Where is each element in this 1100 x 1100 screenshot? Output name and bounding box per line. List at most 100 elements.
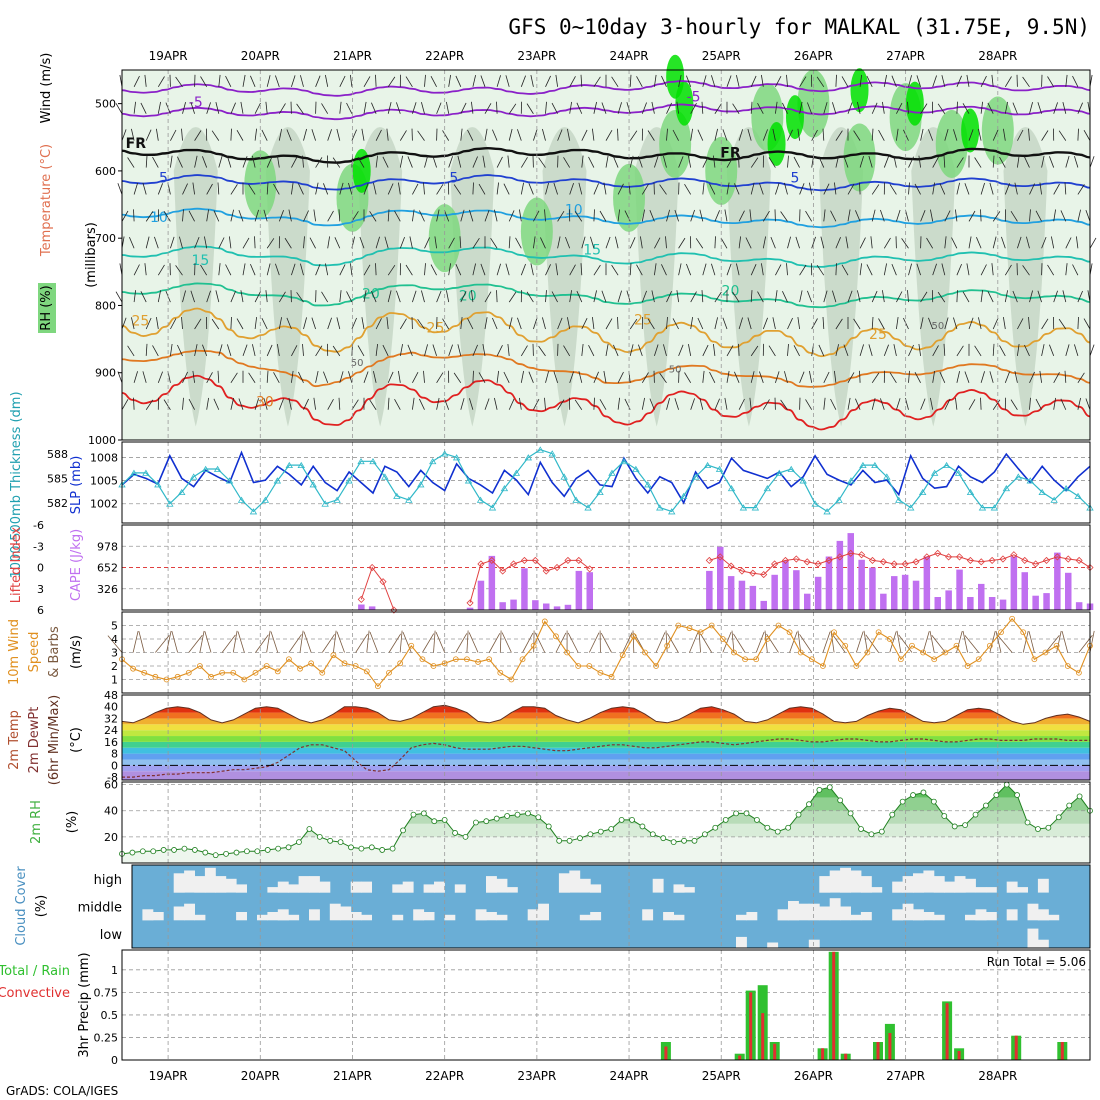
- wind-barb: [956, 345, 964, 357]
- wind-barb: [346, 102, 353, 114]
- li-tick-label: 3: [37, 583, 44, 596]
- wind-barb: [654, 155, 659, 168]
- wind-barb: [714, 317, 718, 330]
- rh2m-point: [296, 839, 302, 845]
- rh2m-tick-label: 40: [104, 805, 118, 818]
- cape-frame: [121, 524, 1091, 611]
- slp-point: [536, 446, 544, 453]
- wind-barb: [809, 182, 813, 195]
- wind-barb: [540, 237, 546, 249]
- wind-barb: [115, 291, 123, 303]
- wind-barb: [1064, 370, 1067, 383]
- cloud-cell: [819, 876, 831, 893]
- wind-barb: [363, 76, 371, 88]
- wind-barb: [1003, 317, 1006, 330]
- wind-barb: [768, 345, 776, 357]
- wind-barb: [1022, 631, 1029, 653]
- wind-barb: [424, 344, 428, 357]
- wind-speed-point: [619, 652, 626, 659]
- rh-cell: [850, 68, 869, 113]
- wind-barb: [200, 76, 208, 88]
- slp-point: [620, 458, 628, 465]
- wind-barb: [424, 155, 428, 168]
- wind-barb: [914, 372, 921, 384]
- wind-barb: [588, 632, 600, 653]
- wind-barb: [714, 236, 716, 249]
- slp-point: [309, 481, 317, 488]
- cloud-cell: [538, 903, 549, 921]
- rh2m-point: [972, 811, 979, 818]
- wind-barb: [494, 397, 498, 410]
- lifted-index-point: [357, 595, 365, 603]
- wind-barb: [665, 630, 668, 653]
- wind-barb: [1017, 236, 1022, 249]
- wind-barb: [192, 182, 195, 195]
- cape-bar: [999, 599, 1007, 610]
- wind-speed-point: [419, 656, 426, 663]
- wind-barb: [157, 290, 161, 303]
- wind-barb: [291, 345, 298, 357]
- wind-barb: [1074, 155, 1079, 168]
- wind-barb: [221, 634, 236, 653]
- wind-barb: [1029, 397, 1031, 410]
- bottom-date-label: 28APR: [978, 1069, 1017, 1083]
- temp-tick-label: -8: [107, 771, 118, 784]
- contour-label: 15: [191, 253, 209, 269]
- wind-barb: [387, 76, 396, 88]
- precip-tick-label: 0: [111, 1054, 118, 1067]
- wind-barb: [835, 344, 839, 356]
- bottom-date-label: 26APR: [794, 1069, 833, 1083]
- wind-barb: [991, 263, 994, 276]
- bottom-date-label: 23APR: [517, 1069, 556, 1083]
- wind-barb: [918, 343, 921, 356]
- wind-barb: [238, 398, 244, 410]
- wind-barb: [232, 630, 238, 653]
- slp-point: [883, 473, 891, 480]
- cloud-cell: [569, 870, 581, 893]
- wind-barb: [181, 316, 183, 330]
- wind-barb: [254, 291, 261, 303]
- wind-barb: [551, 102, 558, 114]
- wind-barb: [797, 317, 800, 330]
- slp-point: [918, 488, 927, 496]
- wind-barb: [1089, 344, 1095, 357]
- wind-barb: [700, 633, 713, 653]
- wind-speed-point: [219, 669, 226, 676]
- wind-barb: [386, 317, 389, 330]
- wind-barb: [772, 128, 776, 141]
- wind-barb: [388, 633, 402, 653]
- wind-barb: [230, 184, 238, 195]
- cloud-cell: [257, 914, 268, 921]
- wind-barb: [672, 318, 679, 330]
- temp-tick-label: 24: [104, 724, 118, 737]
- contour-label: -5: [687, 90, 701, 106]
- cloud-cell: [1027, 928, 1039, 948]
- wind-barb: [424, 237, 430, 249]
- wind-barb: [775, 371, 780, 383]
- cloud-cell: [850, 914, 862, 921]
- contour-label: 20: [459, 289, 477, 305]
- wind-barb: [569, 76, 576, 88]
- cloud-cell: [392, 884, 404, 893]
- wind-barb: [448, 156, 453, 168]
- wind-barb: [578, 182, 583, 195]
- wind-barb: [654, 344, 659, 357]
- wind-barb: [569, 264, 576, 276]
- axis-label: (millibars): [84, 222, 99, 288]
- slp-point: [715, 465, 724, 472]
- precip-tick-label: 0.25: [94, 1031, 119, 1044]
- wind-barb: [496, 345, 503, 357]
- axis-label: Temperature (°C): [39, 144, 54, 257]
- wind-barb: [166, 630, 172, 653]
- wind-barb: [240, 290, 244, 303]
- wind-barb: [334, 237, 341, 249]
- wind-barb: [1014, 182, 1018, 195]
- wind-barb: [1077, 128, 1079, 141]
- wind-barb: [117, 371, 123, 383]
- wind-barb: [202, 344, 208, 357]
- wind-barb: [254, 236, 256, 249]
- wind-barb: [131, 128, 135, 141]
- wind-barb: [593, 76, 601, 88]
- wind-barb: [686, 75, 692, 87]
- wind-barb: [733, 633, 746, 653]
